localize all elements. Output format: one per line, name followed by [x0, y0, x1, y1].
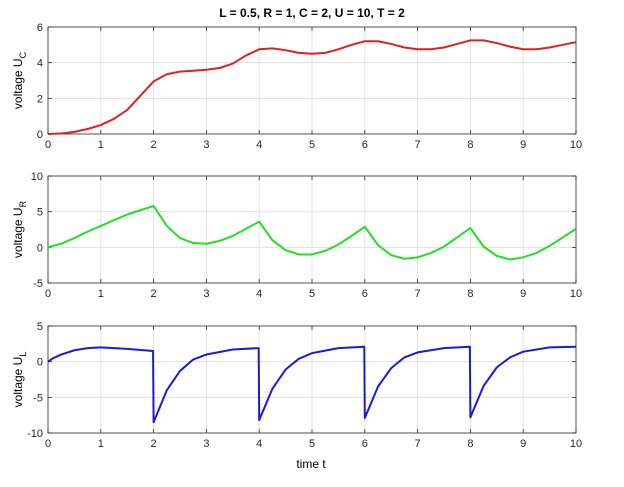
x-tick-label: 5: [309, 288, 315, 300]
subplot-1: 0 1 2 3 4 5 6 7 8 9 10 0 2 4 6 voltage UC: [11, 22, 582, 151]
x-tick-label: 0: [45, 438, 51, 450]
x-tick-label: 6: [362, 288, 368, 300]
x-tick-label: 4: [256, 139, 262, 151]
x-tick-label: 10: [570, 139, 582, 151]
x-tick-label: 3: [203, 288, 209, 300]
x-tick-label: 8: [467, 288, 473, 300]
y-axis-label-subscript: C: [18, 51, 28, 58]
y-axis-label: voltage UR: [11, 200, 28, 258]
x-tick-label: 0: [45, 139, 51, 151]
y-axis-label-main: voltage U: [11, 207, 25, 258]
x-tick-label: 1: [98, 288, 104, 300]
subplot-3: 0 1 2 3 4 5 6 7 8 9 10 -10 -5 0 5 voltage UL: [11, 321, 582, 450]
x-tick-label: 7: [415, 139, 421, 151]
y-axis-label-main: voltage U: [11, 357, 25, 408]
y-axis-label: voltage UL: [11, 352, 28, 408]
x-tick-label: 0: [45, 288, 51, 300]
x-axis-label: time t: [296, 457, 326, 471]
y-tick-label: -10: [27, 428, 43, 440]
x-tick-label: 9: [520, 288, 526, 300]
series-line-2: [47, 204, 577, 261]
y-tick-label: -5: [33, 392, 43, 404]
y-tick-label: 0: [37, 357, 43, 369]
y-tick-label: 0: [37, 129, 43, 141]
y-tick-label: 6: [37, 22, 43, 34]
y-tick-label: -5: [33, 278, 43, 290]
y-tick-label: 5: [37, 321, 43, 333]
x-tick-label: 6: [362, 438, 368, 450]
x-tick-label: 5: [309, 139, 315, 151]
y-tick-label: 2: [37, 93, 43, 105]
series-line-1: [47, 39, 577, 135]
x-tick-label: 10: [570, 438, 582, 450]
x-tick-label: 9: [520, 139, 526, 151]
x-tick-label: 10: [570, 288, 582, 300]
x-tick-label: 2: [151, 438, 157, 450]
x-tick-label: 9: [520, 438, 526, 450]
y-tick-label: 10: [31, 171, 43, 183]
series-line-3: [47, 345, 577, 424]
x-tick-label: 2: [151, 139, 157, 151]
y-axis-label-subscript: L: [18, 352, 28, 357]
x-tick-label: 2: [151, 288, 157, 300]
y-tick-label: 0: [37, 242, 43, 254]
x-tick-label: 1: [98, 139, 104, 151]
x-tick-label: 4: [256, 288, 262, 300]
y-tick-label: 4: [37, 58, 43, 70]
x-tick-label: 4: [256, 438, 262, 450]
y-tick-label: 5: [37, 207, 43, 219]
x-tick-label: 5: [309, 438, 315, 450]
x-tick-label: 8: [467, 438, 473, 450]
y-axis-label: voltage UC: [11, 51, 28, 109]
x-tick-label: 7: [415, 288, 421, 300]
x-tick-label: 3: [203, 438, 209, 450]
x-tick-label: 8: [467, 139, 473, 151]
figure-title: L = 0.5, R = 1, C = 2, U = 10, T = 2: [219, 6, 405, 20]
x-tick-label: 6: [362, 139, 368, 151]
x-tick-label: 7: [415, 438, 421, 450]
x-tick-label: 1: [98, 438, 104, 450]
y-axis-label-subscript: R: [18, 200, 28, 207]
x-tick-label: 3: [203, 139, 209, 151]
y-axis-label-main: voltage U: [11, 58, 25, 109]
